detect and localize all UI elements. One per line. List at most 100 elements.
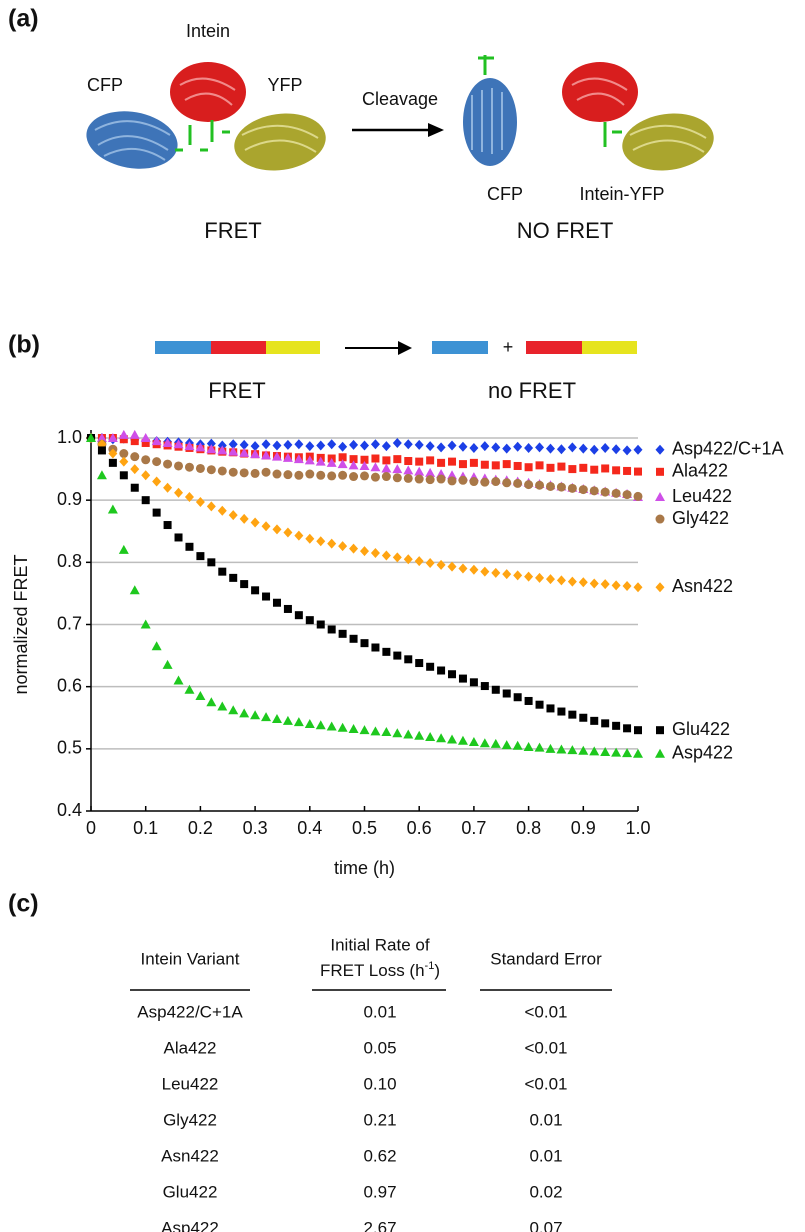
legend-marker — [655, 748, 665, 758]
data-point — [381, 550, 391, 561]
data-point — [469, 458, 478, 467]
data-point — [491, 442, 501, 453]
data-point — [448, 670, 457, 679]
table-cell: Asp422/C+1A — [137, 1002, 243, 1021]
data-point — [348, 723, 359, 733]
data-point — [294, 439, 304, 450]
x-tick-label: 1.0 — [625, 818, 650, 838]
data-point — [578, 485, 588, 495]
data-point — [535, 442, 545, 453]
data-point — [217, 445, 228, 455]
legend-marker — [655, 444, 665, 455]
data-point — [546, 704, 555, 713]
header: FRET Loss (h-1) — [320, 960, 440, 981]
data-point — [546, 463, 555, 472]
data-point — [229, 573, 238, 582]
data-point — [622, 445, 632, 456]
legend-label: Glu422 — [672, 719, 730, 739]
table-cell: <0.01 — [524, 1002, 567, 1021]
table-cell: Asn422 — [161, 1146, 219, 1165]
data-point — [218, 567, 227, 576]
data-point — [96, 433, 107, 442]
data-point — [370, 439, 380, 450]
data-point — [360, 546, 369, 557]
chart: 0.4 0.5 0.6 0.7 0.8 0.9 1.0 0 0.1 0.2 0.3 0.4 0.5 0.6… — [11, 427, 784, 878]
data-point — [567, 576, 577, 587]
data-point — [392, 473, 402, 483]
data-point — [436, 474, 446, 484]
data-point — [535, 572, 545, 583]
data-point — [217, 505, 227, 516]
table-cell: 0.97 — [363, 1182, 396, 1201]
data-point — [217, 466, 227, 476]
label: FRET — [204, 218, 261, 243]
data-point — [392, 464, 403, 474]
x-tick-label: 0.4 — [297, 818, 322, 838]
data-point — [524, 696, 533, 705]
data-point — [557, 707, 566, 716]
data-point — [567, 745, 578, 755]
legend-label: Asp422/C+1A — [672, 439, 784, 459]
data-point — [206, 465, 216, 475]
data-point — [326, 457, 337, 467]
data-point — [468, 736, 479, 746]
arrowhead — [428, 123, 444, 137]
data-point — [447, 440, 457, 451]
data-point — [174, 487, 184, 498]
table-cell: 0.07 — [529, 1218, 562, 1232]
data-point — [392, 552, 402, 563]
data-point — [491, 477, 501, 487]
data-point — [262, 592, 271, 601]
data-point — [184, 492, 194, 503]
data-point — [612, 466, 621, 475]
x-tick-label: 0.2 — [188, 818, 213, 838]
data-point — [634, 726, 642, 735]
data-point — [316, 440, 326, 451]
data-point — [600, 579, 610, 590]
data-point — [360, 471, 369, 481]
data-point — [382, 647, 391, 656]
data-point — [633, 491, 643, 501]
data-point — [272, 469, 282, 479]
data-point — [196, 552, 205, 561]
data-point — [327, 471, 337, 481]
data-point — [261, 712, 272, 722]
data-point — [545, 443, 555, 454]
data-point — [283, 439, 293, 450]
data-point — [371, 454, 380, 463]
table-cell: <0.01 — [524, 1074, 567, 1093]
data-point — [567, 483, 577, 493]
data-point — [349, 455, 358, 464]
data-point — [129, 585, 140, 595]
data-point — [294, 470, 304, 480]
x-tick-label: 0.6 — [407, 818, 432, 838]
data-point — [185, 542, 194, 551]
y-tick-label: 0.5 — [57, 738, 82, 758]
data-point — [338, 453, 347, 462]
data-point — [458, 475, 468, 485]
data-point — [382, 456, 391, 465]
data-point — [151, 641, 162, 651]
data-point — [140, 619, 151, 629]
data-point — [447, 734, 458, 744]
data-point — [271, 713, 282, 723]
data-point — [480, 566, 490, 577]
data-point — [283, 527, 293, 538]
legend-label: Asn422 — [672, 576, 733, 596]
data-point — [524, 571, 534, 582]
protein-intein — [170, 62, 246, 122]
domain-bar — [155, 341, 211, 354]
data-point — [141, 455, 151, 465]
data-point — [337, 459, 348, 469]
data-point — [129, 429, 140, 439]
legend-label: Asp422 — [672, 743, 733, 763]
data-point — [458, 674, 467, 683]
domain-bar — [266, 341, 320, 354]
data-point — [152, 476, 162, 487]
data-point — [502, 460, 511, 469]
data-point — [403, 554, 413, 565]
data-point — [349, 472, 359, 482]
data-point — [381, 727, 392, 737]
data-point — [250, 517, 260, 528]
